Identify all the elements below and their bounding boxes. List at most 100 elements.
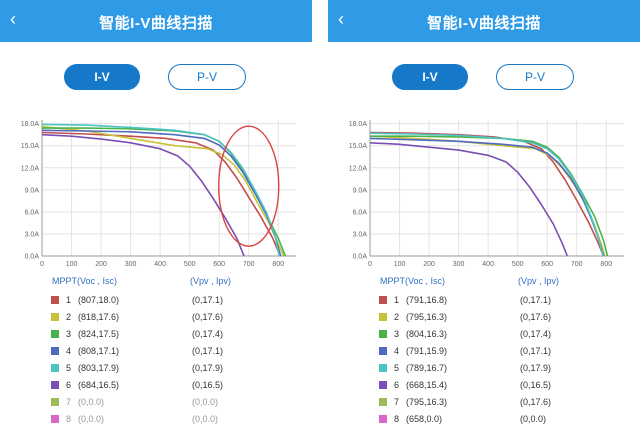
legend-row: 1 (791,16.8) (0,17.1) xyxy=(328,293,640,310)
legend-vpv-value: (0,17.4) xyxy=(520,329,552,339)
series-color-swatch xyxy=(51,364,59,372)
legend-row: 6 (684,16.5) (0,16.5) xyxy=(0,378,312,395)
y-tick-label: 0.0A xyxy=(353,254,368,261)
legend-row: 1 (807,18.0) (0,17.1) xyxy=(0,293,312,310)
top-bar: ‹ 智能I-V曲线扫描 xyxy=(0,0,312,42)
x-tick-label: 100 xyxy=(66,261,78,268)
x-tick-label: 300 xyxy=(125,261,137,268)
legend-mppt-value: (804,16.3) xyxy=(406,329,448,339)
legend-header-mppt: MPPT(Voc , Isc) xyxy=(380,276,446,286)
x-tick-label: 300 xyxy=(453,261,465,268)
iv-curve-chart: 0.0A 3.0A 6.0A 9.0A 12.0A 15.0A 18.0A 0 100 200 30… xyxy=(349,120,624,268)
y-tick-label: 3.0A xyxy=(25,231,40,238)
x-tick-label: 800 xyxy=(600,261,612,268)
legend-header-mppt: MPPT(Voc , Isc) xyxy=(52,276,118,286)
legend-vpv-value: (0,0.0) xyxy=(192,397,219,407)
legend-index: 7 xyxy=(66,397,72,407)
series-color-swatch xyxy=(51,296,59,304)
series-color-swatch xyxy=(51,415,59,423)
legend-vpv-value: (0,17.9) xyxy=(520,363,552,373)
legend-vpv-value: (0,17.1) xyxy=(520,295,552,305)
legend-mppt-value: (795,16.3) xyxy=(406,397,448,407)
legend-index: 3 xyxy=(66,329,72,339)
legend-mppt-value: (803,17.9) xyxy=(78,363,120,373)
iv-curve-chart: 0.0A 3.0A 6.0A 9.0A 12.0A 15.0A 18.0A 0 100 200 30… xyxy=(21,120,296,268)
legend-vpv-value: (0,0.0) xyxy=(192,414,219,424)
phone-screen-left: ‹ 智能I-V曲线扫描 I-V P-V 0.0A 3.0A 6.0A 9.0A 12.0… xyxy=(0,0,312,438)
legend-index: 8 xyxy=(394,414,400,424)
x-tick-label: 600 xyxy=(541,261,553,268)
legend-mppt-value: (824,17.5) xyxy=(78,329,120,339)
y-tick-label: 9.0A xyxy=(25,187,40,194)
y-tick-label: 6.0A xyxy=(25,209,40,216)
legend-mppt-value: (658,0.0) xyxy=(406,414,443,424)
legend-row: 6 (668,15.4) (0,16.5) xyxy=(328,378,640,395)
back-arrow-icon[interactable]: ‹ xyxy=(338,9,344,29)
tab-pv[interactable]: P-V xyxy=(496,64,574,90)
chart-mode-tabs: I-V P-V xyxy=(328,64,640,94)
y-tick-label: 12.0A xyxy=(21,165,40,172)
legend-index: 6 xyxy=(66,380,72,390)
x-tick-label: 0 xyxy=(368,261,372,268)
page-title: 智能I-V曲线扫描 xyxy=(99,15,213,32)
back-arrow-icon[interactable]: ‹ xyxy=(10,9,16,29)
series-line-5 xyxy=(41,123,280,257)
tab-iv[interactable]: I-V xyxy=(64,64,140,90)
legend-index: 4 xyxy=(66,346,72,356)
legend-vpv-value: (0,0.0) xyxy=(520,414,547,424)
legend-vpv-value: (0,17.6) xyxy=(520,397,552,407)
x-tick-label: 200 xyxy=(95,261,107,268)
highlight-ellipse xyxy=(218,125,280,247)
legend-row: 7 (0,0.0) (0,0.0) xyxy=(0,395,312,412)
legend-index: 8 xyxy=(66,414,72,424)
x-tick-label: 200 xyxy=(423,261,435,268)
series-color-swatch xyxy=(379,398,387,406)
x-tick-label: 800 xyxy=(272,261,284,268)
y-tick-label: 12.0A xyxy=(349,165,368,172)
legend-row: 5 (803,17.9) (0,17.9) xyxy=(0,361,312,378)
series-color-swatch xyxy=(379,364,387,372)
legend-vpv-value: (0,17.1) xyxy=(192,295,224,305)
legend-vpv-value: (0,17.1) xyxy=(192,346,224,356)
y-tick-label: 0.0A xyxy=(25,254,40,261)
legend-mppt-value: (807,18.0) xyxy=(78,295,120,305)
legend-row: 3 (804,16.3) (0,17.4) xyxy=(328,327,640,344)
legend-mppt-value: (0,0.0) xyxy=(78,397,105,407)
legend-row: 2 (818,17.6) (0,17.6) xyxy=(0,310,312,327)
legend-index: 4 xyxy=(394,346,400,356)
legend-mppt-value: (668,15.4) xyxy=(406,380,448,390)
legend-header-vpv: (Vpv , Ipv) xyxy=(190,276,232,286)
legend-index: 5 xyxy=(66,363,72,373)
tab-pv[interactable]: P-V xyxy=(168,64,246,90)
legend-index: 2 xyxy=(66,312,72,322)
series-line-5 xyxy=(369,132,604,257)
legend-index: 5 xyxy=(394,363,400,373)
y-tick-label: 18.0A xyxy=(349,121,368,128)
tab-iv[interactable]: I-V xyxy=(392,64,468,90)
series-line-2 xyxy=(369,135,606,257)
legend-vpv-value: (0,17.6) xyxy=(520,312,552,322)
legend-row: 7 (795,16.3) (0,17.6) xyxy=(328,395,640,412)
y-tick-label: 3.0A xyxy=(353,231,368,238)
legend-row: 4 (808,17.1) (0,17.1) xyxy=(0,344,312,361)
series-color-swatch xyxy=(379,347,387,355)
legend-row: 8 (0,0.0) (0,0.0) xyxy=(0,412,312,429)
legend-vpv-value: (0,17.1) xyxy=(520,346,552,356)
y-tick-label: 18.0A xyxy=(21,121,40,128)
legend-vpv-value: (0,16.5) xyxy=(192,380,224,390)
series-color-swatch xyxy=(51,313,59,321)
legend-vpv-value: (0,17.4) xyxy=(192,329,224,339)
x-tick-label: 400 xyxy=(482,261,494,268)
x-tick-label: 500 xyxy=(512,261,524,268)
legend-mppt-value: (789,16.7) xyxy=(406,363,448,373)
chart-mode-tabs: I-V P-V xyxy=(0,64,312,94)
legend-index: 1 xyxy=(66,295,72,305)
series-color-swatch xyxy=(379,296,387,304)
series-color-swatch xyxy=(379,415,387,423)
legend-index: 6 xyxy=(394,380,400,390)
legend-row: 5 (789,16.7) (0,17.9) xyxy=(328,361,640,378)
x-tick-label: 700 xyxy=(243,261,255,268)
legend-index: 7 xyxy=(394,397,400,407)
y-tick-label: 6.0A xyxy=(353,209,368,216)
legend-mppt-value: (818,17.6) xyxy=(78,312,120,322)
